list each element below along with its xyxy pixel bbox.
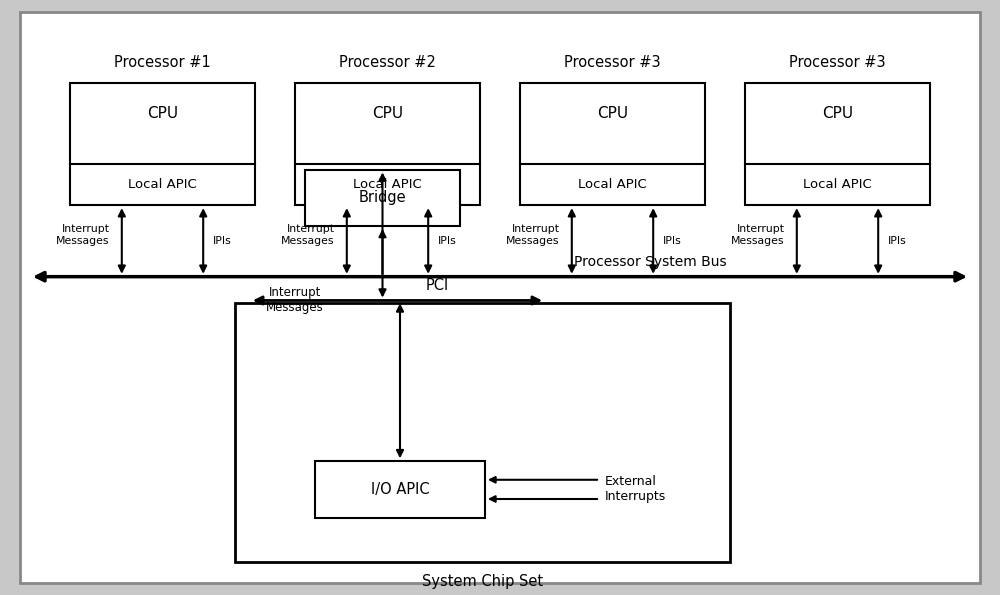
Bar <box>295 83 480 205</box>
Bar <box>315 461 485 518</box>
Text: Bridge: Bridge <box>359 190 406 205</box>
Text: CPU: CPU <box>147 105 178 121</box>
Text: Processor #2: Processor #2 <box>339 55 436 70</box>
Text: Processor #3: Processor #3 <box>564 55 661 70</box>
Text: PCI: PCI <box>426 278 449 293</box>
Text: CPU: CPU <box>597 105 628 121</box>
Text: IPIs: IPIs <box>438 236 457 246</box>
Text: CPU: CPU <box>372 105 403 121</box>
Bar <box>305 170 460 226</box>
Text: Interrupt
Messages: Interrupt Messages <box>56 224 110 246</box>
Bar <box>235 303 730 562</box>
Text: Local APIC: Local APIC <box>128 178 197 191</box>
Text: Processor #1: Processor #1 <box>114 55 211 70</box>
Text: Local APIC: Local APIC <box>578 178 647 191</box>
Text: CPU: CPU <box>822 105 853 121</box>
Text: Local APIC: Local APIC <box>803 178 872 191</box>
Text: Interrupt
Messages: Interrupt Messages <box>266 286 324 315</box>
Text: External
Interrupts: External Interrupts <box>605 475 666 503</box>
Bar <box>70 83 255 205</box>
Text: Interrupt
Messages: Interrupt Messages <box>506 224 560 246</box>
Text: System Chip Set: System Chip Set <box>422 574 543 589</box>
Text: Local APIC: Local APIC <box>353 178 422 191</box>
Bar <box>520 83 705 205</box>
Text: I/O APIC: I/O APIC <box>371 482 429 497</box>
Text: Interrupt
Messages: Interrupt Messages <box>731 224 785 246</box>
Text: IPIs: IPIs <box>663 236 682 246</box>
Text: IPIs: IPIs <box>213 236 232 246</box>
Text: IPIs: IPIs <box>888 236 907 246</box>
Bar <box>745 83 930 205</box>
Text: Processor System Bus: Processor System Bus <box>574 255 726 269</box>
Text: Processor #3: Processor #3 <box>789 55 886 70</box>
Text: Interrupt
Messages: Interrupt Messages <box>281 224 335 246</box>
